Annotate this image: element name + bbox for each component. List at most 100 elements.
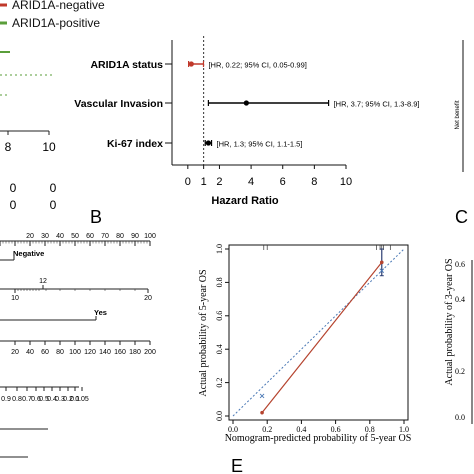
risk-table-cell: 0 [10,198,17,212]
risk-table-cell: 0 [50,181,57,195]
calibration-y-tick-label: 0.0 [215,411,224,421]
forest-ci-annotation: [HR, 1.3; 95% CI, 1.1-1.5] [217,140,303,149]
forest-x-tick-label: 0 [185,176,191,188]
calibration-curve [261,261,383,414]
nomogram-prob-tick-label: 0.05 [75,396,89,403]
forest-ci-annotation: [HR, 3.7; 95% CI, 1.3-8.9] [334,100,420,109]
nomogram-prob-tick-label: 0.9 [1,396,11,403]
nomogram-points-tick-label: 60 [86,233,94,240]
ideal-line [232,248,405,417]
km-fragment: 8 10 0 0 0 0 [0,51,57,212]
panel-e-right-fragment: Actual probability of 3-year OS 0.0 0.2 … [444,258,473,424]
nomogram-points-tick-label: 50 [71,233,79,240]
km-x-tick-label-10: 10 [42,140,56,154]
legend-fragment: ARID1A-negative ARID1A-positive [0,0,105,30]
nomogram-points-tick-label: 20 [26,233,34,240]
calibration-y-tick-label: 0.2 [215,378,224,388]
right-calibration-tick: 0.0 [455,413,465,422]
net-benefit-axis-label: Net benefit [455,100,461,129]
forest-hr-point [188,61,194,67]
calibration-point [260,410,264,415]
forest-x-tick-label: 10 [340,176,352,188]
nomogram-points-tick-label: 100 [144,233,156,240]
calibration-x-tick-label: 0.6 [331,425,341,434]
nomogram-points-tick-label: 80 [116,233,124,240]
calibration-x-tick-label: 1.0 [399,425,409,434]
forest-x-tick-label: 8 [311,176,317,188]
calibration-frame [228,244,409,421]
nomogram-vascular-label: Yes [94,308,107,317]
forest-rows: ARID1A status [HR, 0.22; 95% CI, 0.05-0.9… [74,59,419,150]
nomogram-prob-tick-label: 0.1 [70,396,80,403]
nomogram-prob-tick-label: 0.3 [55,396,65,403]
nomogram-total-tick-label: 20 [11,349,19,356]
risk-table-cell: 0 [10,181,17,195]
nomogram-total-tick-label: 120 [84,349,96,356]
nomogram-points-tick-label: 70 [101,233,109,240]
nomogram-prob-tick-label: 0.8 [12,396,22,403]
panel-label-b: B [90,207,102,227]
nomogram: 20 30 40 50 60 70 80 90 100 Negative 10 12 20 Yes 20 40… [0,233,156,458]
forest-hr-point [205,140,211,146]
forest-x-tick-label: 1 [201,176,207,188]
forest-ci-annotation: [HR, 0.22; 95% CI, 0.05-0.99] [208,61,306,70]
nomogram-prob-tick-label: 0.5 [39,396,49,403]
calibration-x-tick-label: 0.8 [365,425,375,434]
nomogram-points-tick-label: 40 [56,233,64,240]
forest-row-label: Vascular Invasion [74,98,163,110]
nomogram-prob-tick-label: 0.2 [63,396,73,403]
forest-row-label: ARID1A status [90,59,163,71]
nomogram-points-tick-label: 90 [131,233,139,240]
panel-c-fragment: Net benefit [455,40,464,172]
forest-row-label: Ki-67 index [107,138,163,150]
ideal-x-mark [379,268,385,274]
calibration-y-tick-label: 0.4 [215,344,224,354]
calibration-x-tick-label: 0.0 [228,425,238,434]
calibration-marks [232,245,405,417]
forest-plot: 0 1 2 4 6 8 10 ARID1A status [HR, 0.22; 95% CI,… [74,36,419,207]
nomogram-total-tick-label: 80 [56,349,64,356]
right-calibration-tick: 0.6 [455,260,465,269]
calibration-y-tick-label: 0.6 [215,311,224,321]
nomogram-total-tick-label: 100 [69,349,81,356]
nomogram-total-tick-label: 60 [41,349,49,356]
nomogram-arid1a-label: Negative [13,249,44,258]
forest-hr-point [243,100,249,106]
forest-x-axis-label: Hazard Ratio [211,195,279,207]
forest-x-tick-label: 4 [248,176,254,188]
right-calibration-ylabel: Actual probability of 3-year OS [444,258,455,385]
nomogram-total-tick-label: 180 [129,349,141,356]
forest-x-ticks: 0 1 2 4 6 8 10 [185,165,352,188]
panel-label-e: E [231,456,243,474]
calibration-y-tick-label: 0.8 [215,277,224,287]
calibration-x-tick-label: 0.4 [296,425,306,434]
nomogram-ki67-tick-label: 20 [144,295,152,302]
calibration-point [379,260,384,265]
calibration-ticks: 0.0 0.2 0.4 0.6 0.8 1.0 0.0 0.2 0.4 0.6 0.8 1.0 [215,244,409,434]
ideal-x-mark [259,393,265,399]
nomogram-prob-tick-label: 0.6 [31,396,41,403]
calibration-plot: 0.0 0.2 0.4 0.6 0.8 1.0 0.0 0.2 0.4 0.6 0.8 1.0 Nom… [198,244,411,444]
calibration-x-axis-label: Nomogram-predicted probability of 5-year… [225,433,412,444]
nomogram-ki67-tick-label: 12 [39,278,47,285]
nomogram-ki67-tick-label: 10 [11,295,19,302]
risk-table-cell: 0 [50,198,57,212]
right-calibration-tick: 0.2 [455,367,465,376]
panel-label-c: C [455,207,468,227]
nomogram-prob-tick-label: 0.4 [47,396,57,403]
calibration-y-tick-label: 1.0 [215,244,224,254]
km-x-tick-label-8: 8 [5,140,12,154]
right-calibration-tick: 0.4 [455,295,465,304]
forest-x-tick-label: 6 [280,176,286,188]
calibration-y-axis-label: Actual probability of 5-year OS [198,269,209,396]
nomogram-points-tick-label: 30 [41,233,49,240]
nomogram-prob-tick-label: 0.7 [22,396,32,403]
nomogram-total-tick-label: 140 [99,349,111,356]
nomogram-total-tick-label: 160 [114,349,126,356]
calibration-x-tick-label: 0.2 [262,425,272,434]
nomogram-total-tick-label: 200 [144,349,156,356]
legend-positive-label: ARID1A-positive [12,16,100,30]
nomogram-total-tick-label: 40 [26,349,34,356]
legend-negative-label: ARID1A-negative [12,0,105,12]
